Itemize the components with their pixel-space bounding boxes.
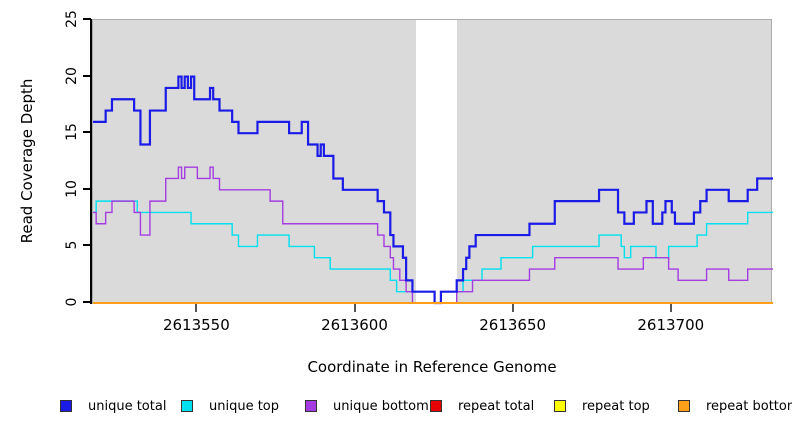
x-tick-mark bbox=[511, 304, 514, 312]
y-tick-mark bbox=[83, 131, 91, 134]
x-tick-label: 2613650 bbox=[479, 316, 547, 334]
x-tick-mark bbox=[353, 304, 356, 312]
x-tick-label: 2613550 bbox=[162, 316, 230, 334]
legend-label: repeat total bbox=[458, 398, 535, 414]
y-tick-mark bbox=[83, 244, 91, 247]
x-tick-mark bbox=[669, 304, 672, 312]
y-tick-mark bbox=[83, 18, 91, 20]
legend-label: unique bottom bbox=[333, 398, 429, 414]
y-tick-label: 5 bbox=[64, 240, 80, 250]
y-tick-label: 0 bbox=[64, 297, 80, 307]
legend-item-repeat-bottom: repeat bottom bbox=[678, 395, 792, 417]
y-tick-label: 20 bbox=[64, 66, 80, 85]
x-tick-label: 2613600 bbox=[321, 316, 388, 334]
legend-label: unique total bbox=[88, 398, 167, 414]
y-axis-title: Read Coverage Depth bbox=[18, 78, 36, 244]
legend: unique total unique top unique bottom re… bbox=[0, 395, 792, 421]
legend-label: repeat bottom bbox=[706, 398, 792, 414]
legend-item-repeat-total: repeat total bbox=[430, 395, 534, 417]
y-tick-label: 10 bbox=[64, 179, 80, 198]
series-line-unique-bottom bbox=[93, 166, 773, 304]
y-tick-mark bbox=[83, 74, 91, 77]
series-line-unique-total bbox=[93, 75, 773, 305]
unique-top-swatch-icon bbox=[181, 400, 193, 412]
y-tick-label: 15 bbox=[64, 123, 80, 142]
y-axis-line bbox=[90, 19, 92, 304]
y-tick-label: 25 bbox=[64, 10, 80, 28]
x-tick-mark bbox=[195, 304, 198, 312]
legend-item-unique-total: unique total bbox=[60, 395, 166, 417]
repeat-top-swatch-icon bbox=[554, 400, 566, 412]
y-tick-mark bbox=[83, 187, 91, 190]
unique-total-swatch-icon bbox=[60, 400, 72, 412]
legend-item-unique-top: unique top bbox=[181, 395, 279, 417]
gap-highlight-band bbox=[415, 20, 457, 303]
legend-item-repeat-top: repeat top bbox=[554, 395, 650, 417]
x-axis-title: Coordinate in Reference Genome bbox=[307, 358, 557, 376]
legend-label: repeat top bbox=[582, 398, 650, 414]
legend-item-unique-bottom: unique bottom bbox=[305, 395, 429, 417]
repeat-total-swatch-icon bbox=[430, 400, 442, 412]
unique-bottom-swatch-icon bbox=[305, 400, 317, 412]
series-line-unique-top bbox=[93, 200, 773, 304]
repeat-bottom-swatch-icon bbox=[678, 400, 690, 412]
coverage-series-canvas bbox=[93, 75, 773, 305]
plot-area bbox=[92, 19, 773, 305]
x-tick-label: 2613700 bbox=[637, 316, 705, 334]
y-tick-mark bbox=[83, 301, 91, 303]
legend-label: unique top bbox=[209, 398, 280, 414]
